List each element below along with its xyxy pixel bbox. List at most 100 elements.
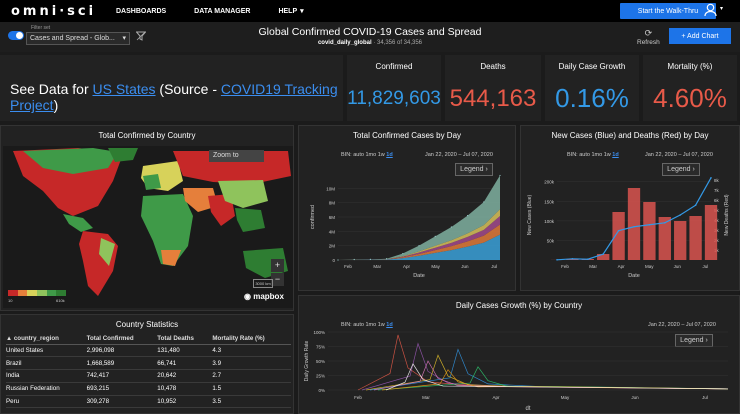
y2-tick-label: 8k <box>714 178 720 183</box>
area-series[interactable] <box>338 234 500 260</box>
choropleth-map[interactable] <box>3 146 293 308</box>
date-range[interactable]: Jan 22, 2020 – Jul 07, 2020 <box>648 322 716 328</box>
us-states-link[interactable]: US States <box>92 81 156 97</box>
data-point[interactable] <box>710 177 712 179</box>
nav-help[interactable]: HELP ▾ <box>278 7 303 16</box>
daily-growth-chart[interactable]: 0% 25% 50% 75% 100% Feb Mar Apr May Jun Jul dt Daily… <box>300 328 738 414</box>
data-point[interactable] <box>499 174 501 177</box>
x-tick-label: Apr <box>618 264 626 269</box>
bin-option-1w[interactable]: 1w <box>603 152 611 158</box>
table-cell: India <box>6 369 87 383</box>
date-range[interactable]: Jan 22, 2020 – Jul 07, 2020 <box>645 152 713 158</box>
col-country-region[interactable]: ▲ country_region <box>6 333 87 345</box>
data-point[interactable] <box>450 226 452 228</box>
table-row[interactable]: United States 2,996,098 131,480 4.3 <box>6 344 291 358</box>
y-tick-label: 50% <box>316 359 325 364</box>
data-point[interactable] <box>587 258 589 261</box>
kpi-label: Daily Case Growth <box>558 62 626 71</box>
table-row[interactable]: Russian Federation 693,215 10,478 1.5 <box>6 382 291 396</box>
map-legend-low: 10 <box>8 298 13 303</box>
refresh-button[interactable]: ⟳ Refresh <box>637 28 660 46</box>
data-point[interactable] <box>369 258 371 260</box>
col-total-deaths[interactable]: Total Deaths <box>157 333 213 345</box>
bin-option-1d[interactable]: 1d <box>612 152 619 158</box>
table-row[interactable]: India 742,417 20,642 2.7 <box>6 369 291 383</box>
col-total-confirmed[interactable]: Total Confirmed <box>86 333 158 345</box>
bin-option-1mo[interactable]: 1mo <box>365 152 377 158</box>
data-point[interactable] <box>694 204 697 207</box>
death-bar[interactable] <box>704 205 718 260</box>
map-title: Total Confirmed by Country <box>98 131 196 140</box>
legend-button[interactable]: Legend › <box>662 163 700 176</box>
filter-toggle[interactable] <box>8 31 24 40</box>
data-point[interactable] <box>617 229 620 232</box>
new-cases-deaths-chart[interactable]: 50k100k150k200k1k2k3k4k5k6k7k8kFebMarApr… <box>521 160 739 284</box>
col-mortality-rate[interactable]: Mortality Rate (%) <box>212 333 291 345</box>
bin-option-auto[interactable]: auto <box>353 322 364 328</box>
add-chart-button[interactable]: + Add Chart <box>669 28 731 44</box>
filter-set-select[interactable]: Cases and Spread - Glob... ▾ <box>26 32 130 45</box>
death-bar[interactable] <box>612 212 625 260</box>
death-bar[interactable] <box>658 217 671 260</box>
data-point[interactable] <box>337 259 339 261</box>
legend-swatch <box>37 290 47 296</box>
death-bar[interactable] <box>643 202 656 260</box>
bin-option-1w[interactable]: 1w <box>377 152 385 158</box>
table-cell: 2,996,098 <box>86 344 158 358</box>
table-row[interactable]: Brazil 1,668,589 66,741 3.9 <box>6 356 291 371</box>
area-series[interactable] <box>338 224 500 260</box>
death-bar[interactable] <box>674 221 687 260</box>
growth-series-line[interactable] <box>385 363 729 391</box>
bin-option-auto[interactable]: auto <box>579 152 590 158</box>
data-point[interactable] <box>602 253 604 255</box>
bin-option-1mo[interactable]: 1mo <box>365 322 377 328</box>
bin-option-1d[interactable]: 1d <box>386 152 393 158</box>
chart-title: Total Confirmed Cases by Day <box>352 131 462 140</box>
data-point[interactable] <box>483 201 485 203</box>
death-bar[interactable] <box>597 254 610 260</box>
map-region-south-africa <box>161 250 181 266</box>
nav-dashboards[interactable]: DASHBOARDS <box>116 7 167 15</box>
legend-swatch <box>27 290 38 296</box>
area-series[interactable] <box>338 216 500 260</box>
bin-option-auto[interactable]: auto <box>353 152 364 158</box>
table-row[interactable]: Peru 309,278 10,952 3.5 <box>6 395 291 409</box>
total-confirmed-chart[interactable]: 0 2M 4M 6M 8M 10M Feb Mar Apr May Jun Jul Date confir… <box>300 160 514 284</box>
data-point[interactable] <box>434 235 436 237</box>
data-point[interactable] <box>664 222 666 224</box>
growth-series-line[interactable] <box>369 348 729 391</box>
data-point[interactable] <box>648 223 651 226</box>
data-point[interactable] <box>571 258 574 260</box>
nav-data-manager[interactable]: DATA MANAGER <box>194 7 251 15</box>
bin-option-1d[interactable]: 1d <box>386 322 393 328</box>
user-icon[interactable] <box>704 3 717 20</box>
x-tick-label: Mar <box>373 264 381 269</box>
bin-option-1w[interactable]: 1w <box>377 322 385 328</box>
data-point[interactable] <box>467 214 469 217</box>
date-range[interactable]: Jan 22, 2020 – Jul 07, 2020 <box>425 152 493 158</box>
start-walkthru-button[interactable]: Start the Walk-Thru <box>620 3 716 19</box>
omnisci-logo[interactable]: omni·sci <box>11 3 97 19</box>
zoom-in-button[interactable]: + <box>271 259 284 272</box>
data-point[interactable] <box>556 259 558 261</box>
filter-funnel-icon[interactable] <box>135 31 147 43</box>
death-bar[interactable] <box>627 188 641 260</box>
death-bar[interactable] <box>689 216 702 260</box>
data-point[interactable] <box>386 258 388 260</box>
data-point[interactable] <box>402 252 404 255</box>
user-menu-caret-icon[interactable]: ▾ <box>720 6 724 12</box>
growth-series-line[interactable] <box>365 354 729 391</box>
x-tick-label: Jul <box>703 264 709 269</box>
bin-option-1mo[interactable]: 1mo <box>591 152 603 158</box>
data-point[interactable] <box>418 245 420 247</box>
zoom-out-button[interactable]: − <box>271 273 284 286</box>
legend-button[interactable]: Legend › <box>455 163 493 176</box>
zoom-to-control[interactable]: Zoom to <box>209 150 264 162</box>
data-point[interactable] <box>679 214 681 216</box>
covid19-tracking-link[interactable]: COVID19 Tracking Project <box>10 81 338 113</box>
area-series[interactable] <box>338 209 500 260</box>
y-axis-label: Daily Growth Rate <box>304 341 310 382</box>
data-point[interactable] <box>353 258 355 261</box>
data-point[interactable] <box>633 225 635 228</box>
area-series[interactable] <box>338 175 500 260</box>
